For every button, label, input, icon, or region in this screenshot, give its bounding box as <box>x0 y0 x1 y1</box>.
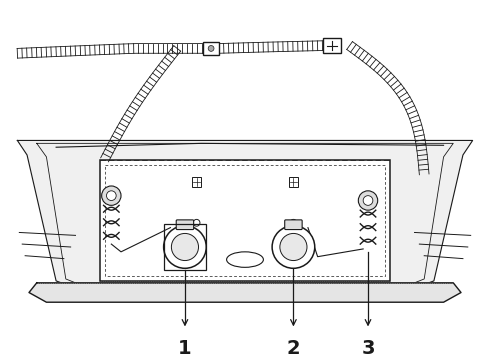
Circle shape <box>208 45 214 51</box>
Bar <box>192 177 201 187</box>
Text: 2: 2 <box>287 339 300 358</box>
Circle shape <box>363 195 373 205</box>
Circle shape <box>272 226 315 268</box>
Polygon shape <box>29 283 461 302</box>
Text: 1: 1 <box>178 339 192 358</box>
Polygon shape <box>17 140 473 296</box>
Circle shape <box>101 186 121 205</box>
Bar <box>323 38 341 53</box>
Circle shape <box>164 226 206 268</box>
Bar <box>104 165 386 276</box>
Bar <box>99 160 391 281</box>
Circle shape <box>193 219 200 226</box>
Circle shape <box>172 233 198 261</box>
Ellipse shape <box>226 252 264 267</box>
Bar <box>203 42 219 55</box>
Circle shape <box>280 233 307 261</box>
Polygon shape <box>99 160 391 281</box>
Circle shape <box>290 219 297 226</box>
FancyBboxPatch shape <box>176 220 194 230</box>
Circle shape <box>106 191 116 201</box>
Text: 3: 3 <box>361 339 375 358</box>
Bar <box>289 177 298 187</box>
Bar <box>164 224 206 270</box>
Circle shape <box>358 191 378 210</box>
FancyBboxPatch shape <box>285 220 302 230</box>
